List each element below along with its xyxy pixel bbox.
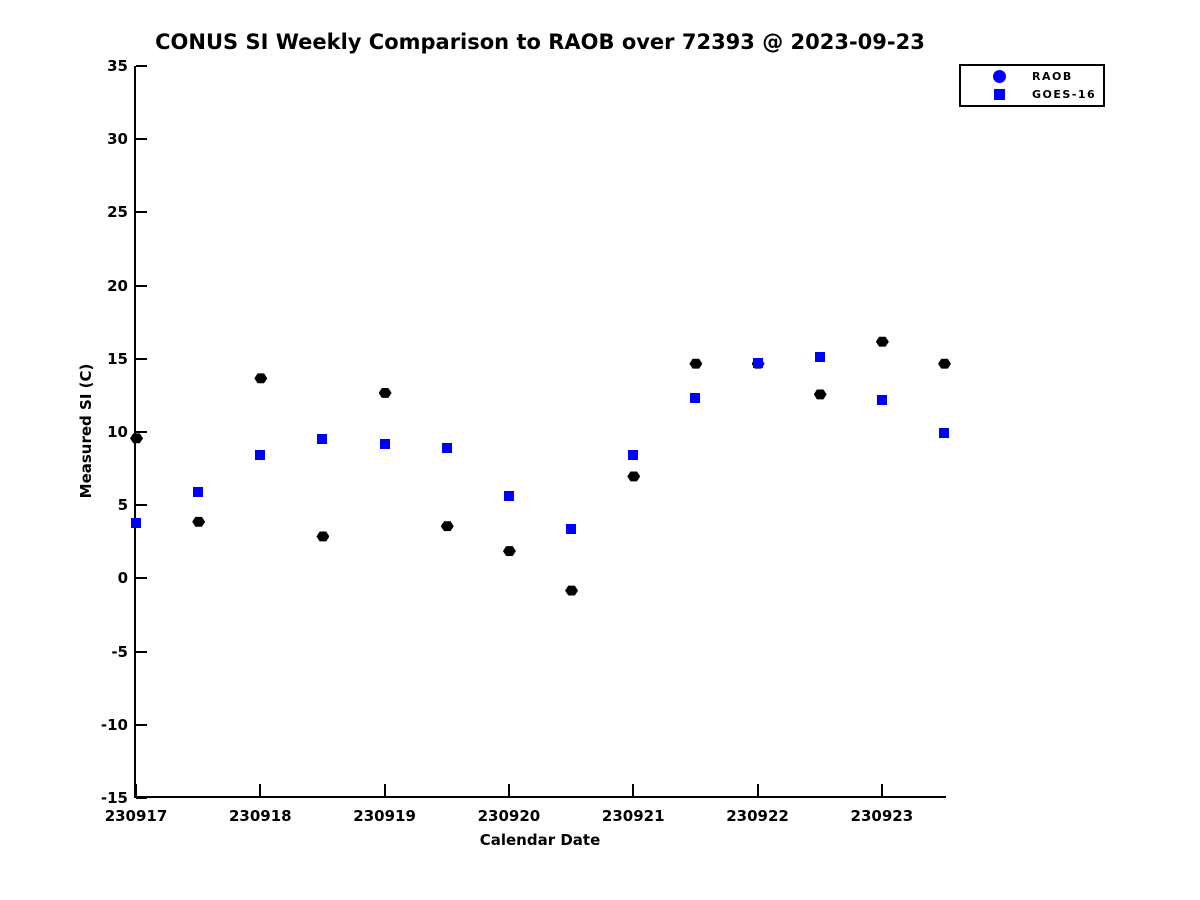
y-tick [136, 504, 147, 507]
x-tick-label: 230923 [850, 807, 914, 825]
data-point-goes-16 [255, 450, 266, 461]
y-axis-line [134, 66, 136, 798]
data-point-goes-16 [752, 358, 763, 369]
chart-title: CONUS SI Weekly Comparison to RAOB over … [155, 30, 925, 54]
y-tick [136, 577, 147, 580]
legend-raob-marker-icon [993, 70, 1006, 84]
y-tick [136, 797, 147, 799]
x-tick [383, 784, 386, 796]
y-tick [136, 65, 147, 67]
y-tick-label: 20 [107, 276, 128, 295]
y-tick [136, 211, 147, 214]
data-point-goes-16 [939, 428, 949, 439]
x-axis-line [134, 796, 946, 798]
data-point-goes-16 [690, 393, 701, 404]
data-point-goes-16 [566, 523, 577, 534]
y-tick-label: 30 [107, 130, 128, 149]
x-tick [756, 784, 759, 796]
y-tick-label: 0 [117, 569, 128, 588]
x-tick-label: 230918 [228, 807, 292, 825]
data-point-raob [875, 336, 889, 347]
y-tick-label: -10 [100, 715, 128, 734]
data-point-goes-16 [317, 434, 328, 445]
y-tick-label: -15 [100, 789, 128, 807]
data-point-goes-16 [441, 443, 452, 454]
data-point-goes-16 [628, 450, 639, 461]
x-tick-label: 230917 [104, 807, 168, 825]
legend: RAOB GOES-16 [959, 64, 1105, 107]
y-tick-label: 25 [107, 203, 128, 222]
y-tick-label: 5 [117, 496, 128, 515]
data-point-raob [813, 389, 827, 400]
y-tick-label: 35 [107, 57, 128, 75]
data-point-goes-16 [503, 491, 514, 502]
data-point-raob [440, 521, 454, 532]
legend-item: RAOB [961, 70, 1103, 84]
data-point-goes-16 [814, 352, 825, 363]
y-tick [136, 723, 147, 726]
x-tick-label: 230919 [353, 807, 416, 825]
data-point-raob [130, 433, 143, 444]
x-tick [135, 784, 137, 796]
y-tick [136, 138, 147, 141]
data-point-raob [316, 531, 330, 542]
data-point-raob [378, 388, 392, 398]
y-tick-label: -5 [111, 642, 128, 661]
legend-label: RAOB [1032, 70, 1073, 84]
data-point-raob [565, 585, 579, 596]
data-point-raob [192, 516, 206, 527]
data-point-raob [938, 358, 951, 369]
legend-item: GOES-16 [961, 88, 1103, 101]
x-tick-label: 230921 [601, 807, 665, 825]
data-point-goes-16 [193, 487, 204, 498]
y-tick-label: 10 [107, 423, 128, 441]
data-point-goes-16 [379, 438, 390, 449]
data-point-goes-16 [876, 394, 887, 405]
x-tick-label: 230922 [726, 807, 789, 825]
y-tick [136, 284, 147, 287]
x-tick [507, 784, 510, 796]
y-tick-label: 15 [107, 349, 128, 368]
y-tick [136, 357, 147, 360]
data-point-raob [627, 471, 641, 482]
x-axis-label: Calendar Date [479, 831, 601, 849]
x-tick [880, 784, 883, 796]
legend-goes-16-marker-icon [994, 88, 1005, 100]
legend-label: GOES-16 [1032, 87, 1097, 101]
data-point-raob [254, 373, 268, 384]
data-point-goes-16 [131, 517, 141, 528]
x-tick [259, 784, 262, 796]
x-tick-label: 230920 [477, 807, 541, 825]
y-tick [136, 431, 147, 433]
data-point-raob [689, 358, 703, 369]
data-point-raob [502, 546, 516, 557]
x-tick [632, 784, 635, 796]
y-tick [136, 650, 147, 653]
